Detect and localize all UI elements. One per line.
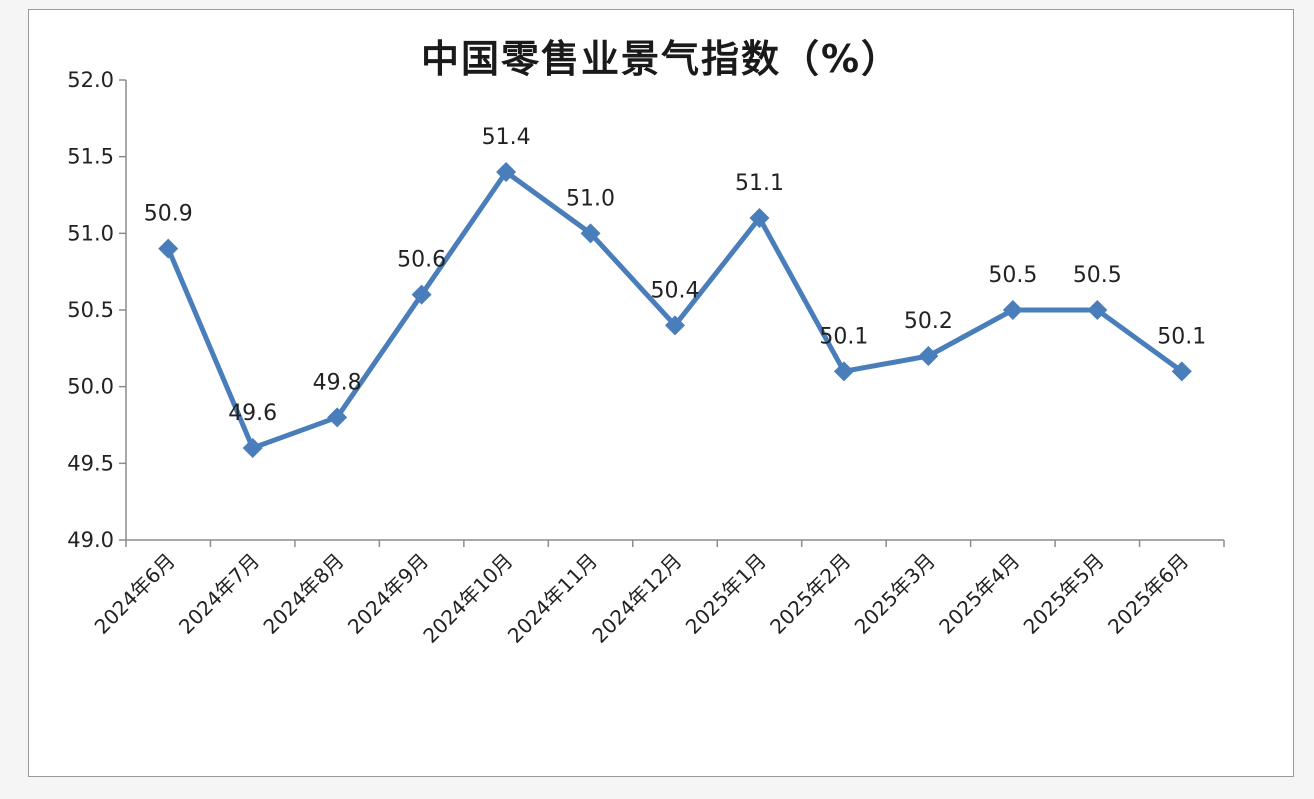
data-label: 50.5 — [988, 263, 1037, 288]
data-point-marker — [833, 361, 854, 382]
data-label: 50.6 — [397, 248, 446, 273]
data-label: 50.5 — [1073, 263, 1122, 288]
data-label: 50.1 — [819, 324, 868, 349]
y-tick-label: 49.5 — [67, 451, 114, 475]
data-point-marker — [1002, 300, 1023, 320]
x-tick-label: 2025年3月 — [850, 549, 940, 639]
x-tick-label: 2024年10月 — [418, 549, 517, 648]
data-point-marker — [242, 438, 263, 458]
data-point-marker — [749, 208, 770, 228]
data-point-marker — [580, 223, 601, 244]
x-tick-label: 2025年2月 — [765, 549, 855, 639]
chart-title: 中国零售业景气指数（%） — [420, 37, 902, 81]
x-tick-label: 2024年9月 — [343, 549, 433, 639]
data-label: 50.9 — [144, 202, 193, 227]
chart-frame — [28, 9, 1294, 777]
y-tick-label: 50.5 — [67, 298, 114, 322]
y-tick-label: 50.0 — [67, 375, 114, 399]
y-tick-label: 51.5 — [67, 145, 114, 169]
data-label: 51.4 — [482, 125, 531, 150]
x-tick-label: 2025年5月 — [1019, 549, 1109, 639]
y-tick-label: 52.0 — [67, 68, 114, 92]
data-point-marker — [665, 315, 685, 336]
x-tick-label: 2024年12月 — [587, 549, 686, 648]
data-label: 49.8 — [313, 370, 362, 395]
y-tick-label: 49.0 — [67, 528, 114, 552]
data-label: 49.6 — [228, 401, 277, 426]
data-point-marker — [411, 284, 432, 305]
x-tick-label: 2024年8月 — [258, 549, 348, 639]
data-label: 50.1 — [1157, 324, 1206, 349]
series-line — [165, 169, 1185, 451]
data-label: 50.4 — [651, 278, 700, 303]
x-tick-label: 2025年4月 — [934, 549, 1024, 639]
data-point-marker — [918, 346, 939, 366]
y-tick-label: 51.0 — [67, 221, 114, 245]
data-point-marker — [496, 162, 517, 182]
data-label: 50.2 — [904, 309, 953, 334]
data-point-marker — [327, 407, 348, 428]
data-point-marker — [158, 238, 179, 259]
x-tick-label: 2025年1月 — [681, 549, 771, 639]
x-tick-label: 2025年6月 — [1103, 549, 1193, 639]
x-tick-label: 2024年6月 — [90, 549, 180, 639]
data-label: 51.1 — [735, 171, 784, 196]
x-tick-label: 2024年7月 — [174, 549, 264, 639]
data-label: 51.0 — [566, 186, 615, 211]
data-point-marker — [1171, 361, 1192, 382]
x-tick-label: 2024年11月 — [503, 549, 602, 648]
data-point-marker — [1087, 300, 1108, 320]
